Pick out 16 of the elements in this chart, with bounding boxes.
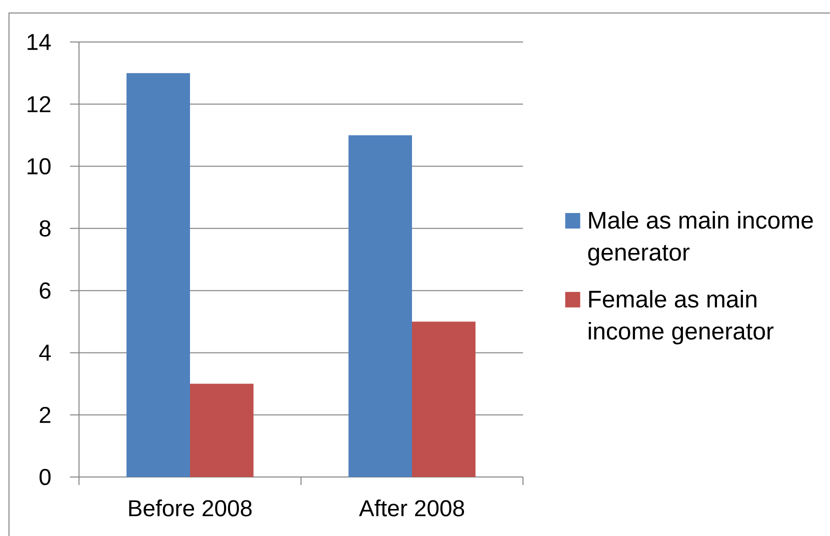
y-tick-label: 4	[39, 344, 51, 361]
x-tick-label: After 2008	[358, 500, 464, 516]
bar	[126, 73, 190, 477]
x-tick-label: Before 2008	[129, 500, 252, 516]
bar	[190, 384, 254, 477]
y-tick-label: 2	[40, 406, 50, 423]
y-tick-label: 0	[40, 468, 51, 486]
y-tick-label: 12	[28, 96, 50, 112]
bar	[348, 135, 412, 477]
y-tick-label: 6	[40, 282, 50, 299]
y-tick-label: 14	[28, 34, 51, 50]
legend-label: Male as main income generator	[588, 211, 813, 266]
legend-label: Female as main income generator	[588, 290, 774, 344]
y-tick-label: 8	[40, 220, 50, 237]
bar	[412, 322, 476, 477]
y-tick-label: 10	[28, 158, 51, 174]
